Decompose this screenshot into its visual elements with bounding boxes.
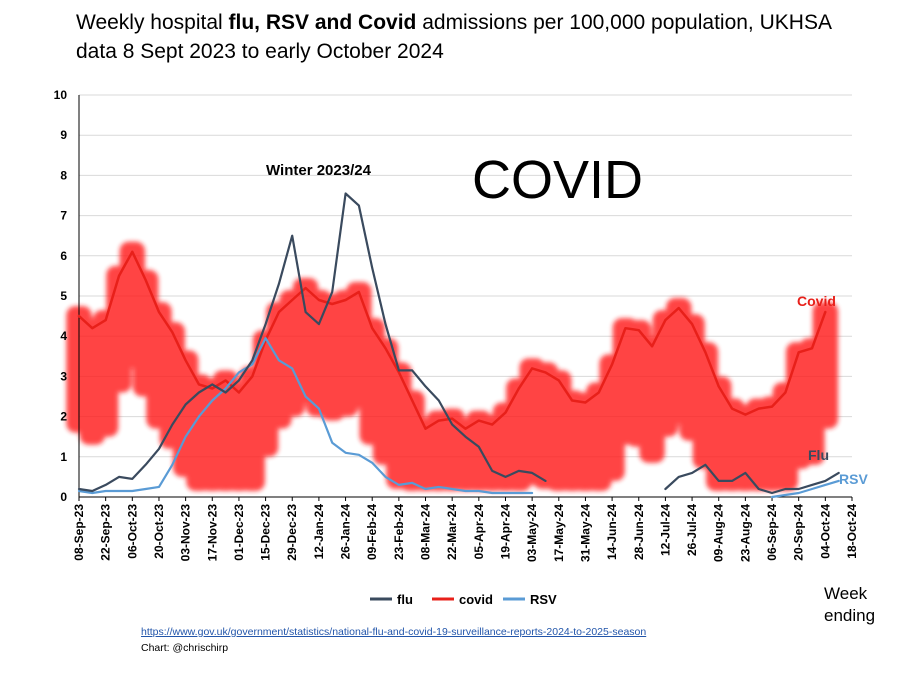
x-tick-label: 28-Jun-24: [632, 504, 646, 560]
x-tick-label: 31-May-24: [578, 504, 592, 562]
legend: flu covid RSV: [370, 592, 557, 607]
legend-rsv-label: RSV: [530, 592, 557, 607]
title-bold: flu, RSV and Covid: [228, 11, 417, 34]
x-tick-label: 29-Dec-23: [285, 504, 299, 561]
x-tick-label: 04-Oct-24: [818, 504, 832, 559]
x-tick-label: 15-Dec-23: [259, 504, 273, 561]
y-tick-label: 0: [60, 490, 67, 504]
x-axis-title: Week ending: [824, 584, 876, 625]
x-tick-label: 23-Feb-24: [392, 504, 406, 560]
x-tick-label: 17-Nov-23: [205, 504, 219, 562]
x-tick-label: 05-Apr-24: [472, 504, 486, 560]
y-tick-label: 7: [60, 209, 67, 223]
x-tick-label: 19-Apr-24: [498, 504, 512, 560]
x-tick-label: 14-Jun-24: [605, 504, 619, 560]
covid-blob: [812, 302, 839, 429]
y-tick-label: 1: [60, 450, 67, 464]
x-tick-label: 01-Dec-23: [232, 504, 246, 561]
x-tick-label: 20-Oct-23: [152, 504, 166, 559]
series-line-covid: [77, 250, 827, 430]
legend-covid-label: covid: [459, 592, 493, 607]
x-tick-label: 26-Jan-24: [339, 504, 353, 560]
y-tick-label: 2: [60, 410, 67, 424]
x-tick-label: 22-Mar-24: [445, 504, 459, 560]
x-tick-label: 20-Sep-24: [792, 504, 806, 561]
x-tick-label: 03-May-24: [525, 504, 539, 562]
end-label-covid: Covid: [797, 293, 836, 309]
x-tick-label: 09-Feb-24: [365, 504, 379, 560]
x-tick-label: 08-Sep-23: [72, 504, 86, 561]
x-tick-label: 09-Aug-24: [712, 504, 726, 562]
source-link[interactable]: https://www.gov.uk/government/statistics…: [141, 626, 647, 638]
y-tick-label: 3: [60, 369, 67, 383]
x-tick-label: 08-Mar-24: [419, 504, 433, 560]
chart-title: Weekly hospital flu, RSV and Covid admis…: [76, 8, 876, 66]
y-tick-label: 10: [54, 88, 68, 102]
x-tick-label: 06-Oct-23: [125, 504, 139, 559]
series-line-flu: [77, 192, 840, 495]
x-tick-label: 17-May-24: [552, 504, 566, 562]
y-tick-label: 6: [60, 249, 67, 263]
end-label-rsv: RSV: [839, 471, 868, 487]
x-tick-label: 26-Jul-24: [685, 504, 699, 556]
series-line-rsv: [77, 337, 840, 499]
y-tick-label: 9: [60, 128, 67, 142]
winter-label: Winter 2023/24: [266, 162, 372, 179]
end-label-flu: Flu: [808, 447, 829, 463]
title-part-2: admissions per 100,000 population, UKHSA…: [76, 11, 831, 63]
x-tick-label: 12-Jul-24: [658, 504, 672, 556]
y-tick-label: 5: [60, 289, 67, 303]
x-tick-label: 12-Jan-24: [312, 504, 326, 560]
x-tick-label: 23-Aug-24: [738, 504, 752, 562]
legend-flu-label: flu: [397, 592, 413, 607]
x-tick-label: 03-Nov-23: [179, 504, 193, 562]
x-tick-label: 06-Sep-24: [765, 504, 779, 561]
covid-overlay-label: COVID: [472, 150, 643, 210]
x-tick-label: 22-Sep-23: [99, 504, 113, 561]
chart-credit: Chart: @chrischirp: [141, 642, 229, 654]
x-tick-label: 18-Oct-24: [845, 504, 859, 559]
y-tick-label: 4: [60, 329, 67, 343]
title-part-1: Weekly hospital: [76, 11, 229, 34]
y-tick-label: 8: [60, 168, 67, 182]
